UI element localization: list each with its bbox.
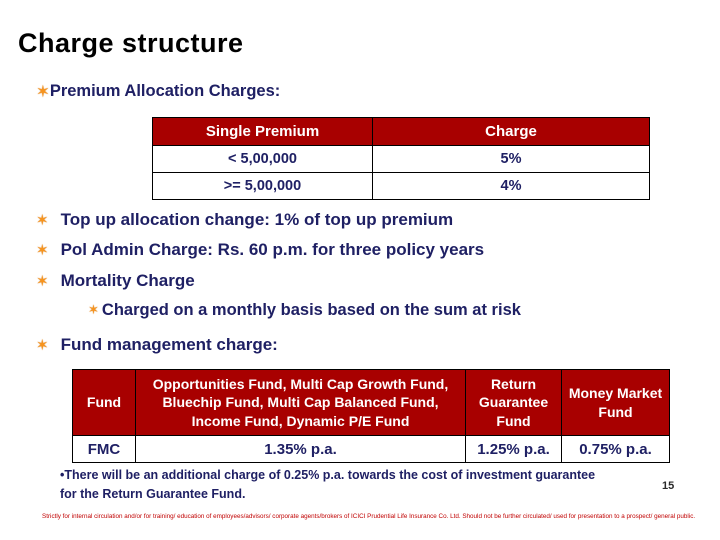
bullet-fund-management-label: Fund management charge: bbox=[60, 335, 278, 354]
cell-charge-value: 4% bbox=[372, 172, 650, 200]
bullet-mortality: ✶ Mortality Charge bbox=[36, 271, 195, 291]
table-row: >= 5,00,000 4% bbox=[152, 172, 650, 200]
fund-management-charge-table: Fund Opportunities Fund, Multi Cap Growt… bbox=[72, 369, 670, 463]
note-bullet-icon: • bbox=[60, 468, 65, 482]
disclaimer-footer: Strictly for internal circulation and/or… bbox=[42, 513, 696, 520]
page-number: 15 bbox=[662, 480, 675, 492]
bullet-pol-admin-label: Pol Admin Charge: Rs. 60 p.m. for three … bbox=[60, 240, 485, 259]
col-header-return-guarantee-fund: Return Guarantee Fund bbox=[465, 369, 562, 436]
star-bullet-icon: ✶ bbox=[36, 82, 50, 101]
note-text: There will be an additional charge of 0.… bbox=[60, 468, 596, 501]
star-bullet-icon: ✶ bbox=[36, 336, 49, 354]
bullet-mortality-sub-label: Charged on a monthly basis based on the … bbox=[101, 301, 521, 319]
cell-charge-value: 5% bbox=[372, 145, 650, 173]
cell-premium-band: >= 5,00,000 bbox=[152, 172, 373, 200]
star-bullet-icon: ✶ bbox=[36, 272, 49, 290]
star-bullet-icon: ✶ bbox=[36, 241, 49, 259]
col-header-charge: Charge bbox=[372, 117, 650, 146]
table-row: < 5,00,000 5% bbox=[152, 145, 650, 173]
cell-fmc-return-guarantee: 1.25% p.a. bbox=[465, 435, 562, 463]
premium-allocation-table: Single Premium Charge < 5,00,000 5% >= 5… bbox=[152, 117, 650, 200]
slide-title: Charge structure bbox=[18, 28, 244, 58]
cell-fmc-equity: 1.35% p.a. bbox=[135, 435, 466, 463]
bullet-premium-allocation-label: Premium Allocation Charges: bbox=[49, 82, 281, 100]
bullet-fund-management: ✶ Fund management charge: bbox=[36, 335, 278, 355]
col-header-fund: Fund bbox=[72, 369, 136, 436]
cell-premium-band: < 5,00,000 bbox=[152, 145, 373, 173]
col-header-equity-funds: Opportunities Fund, Multi Cap Growth Fun… bbox=[135, 369, 466, 436]
bullet-pol-admin: ✶ Pol Admin Charge: Rs. 60 p.m. for thre… bbox=[36, 240, 484, 260]
table-row: FMC 1.35% p.a. 1.25% p.a. 0.75% p.a. bbox=[72, 435, 670, 463]
table-header-row: Fund Opportunities Fund, Multi Cap Growt… bbox=[72, 369, 670, 436]
star-bullet-icon: ✶ bbox=[88, 303, 99, 318]
col-header-money-market-fund: Money Market Fund bbox=[561, 369, 670, 436]
investment-guarantee-note: •There will be an additional charge of 0… bbox=[60, 466, 608, 504]
bullet-top-up-label: Top up allocation change: 1% of top up p… bbox=[60, 210, 454, 229]
col-header-single-premium: Single Premium bbox=[152, 117, 373, 146]
star-bullet-icon: ✶ bbox=[36, 211, 49, 229]
bullet-premium-allocation: ✶ Premium Allocation Charges: bbox=[36, 82, 280, 101]
bullet-mortality-label: Mortality Charge bbox=[60, 271, 195, 290]
cell-fmc-money-market: 0.75% p.a. bbox=[561, 435, 670, 463]
cell-fmc-label: FMC bbox=[72, 435, 136, 463]
bullet-top-up: ✶ Top up allocation change: 1% of top up… bbox=[36, 210, 453, 230]
bullet-mortality-sub: ✶ Charged on a monthly basis based on th… bbox=[88, 301, 521, 320]
table-header-row: Single Premium Charge bbox=[152, 117, 650, 146]
